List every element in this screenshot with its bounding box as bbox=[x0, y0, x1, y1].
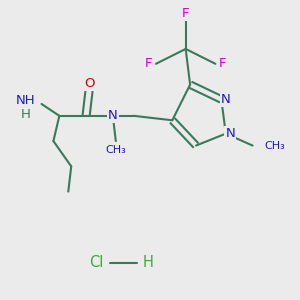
Text: N: N bbox=[221, 93, 231, 106]
Text: F: F bbox=[182, 7, 189, 20]
Text: N: N bbox=[108, 109, 118, 122]
Text: O: O bbox=[84, 76, 94, 90]
Text: Cl: Cl bbox=[89, 255, 104, 270]
Text: N: N bbox=[225, 127, 235, 140]
Text: NH: NH bbox=[16, 94, 36, 107]
Text: F: F bbox=[145, 57, 152, 70]
Text: CH₃: CH₃ bbox=[105, 145, 126, 155]
Text: H: H bbox=[21, 108, 31, 121]
Text: CH₃: CH₃ bbox=[264, 140, 285, 151]
Text: H: H bbox=[143, 255, 154, 270]
Text: F: F bbox=[219, 57, 226, 70]
